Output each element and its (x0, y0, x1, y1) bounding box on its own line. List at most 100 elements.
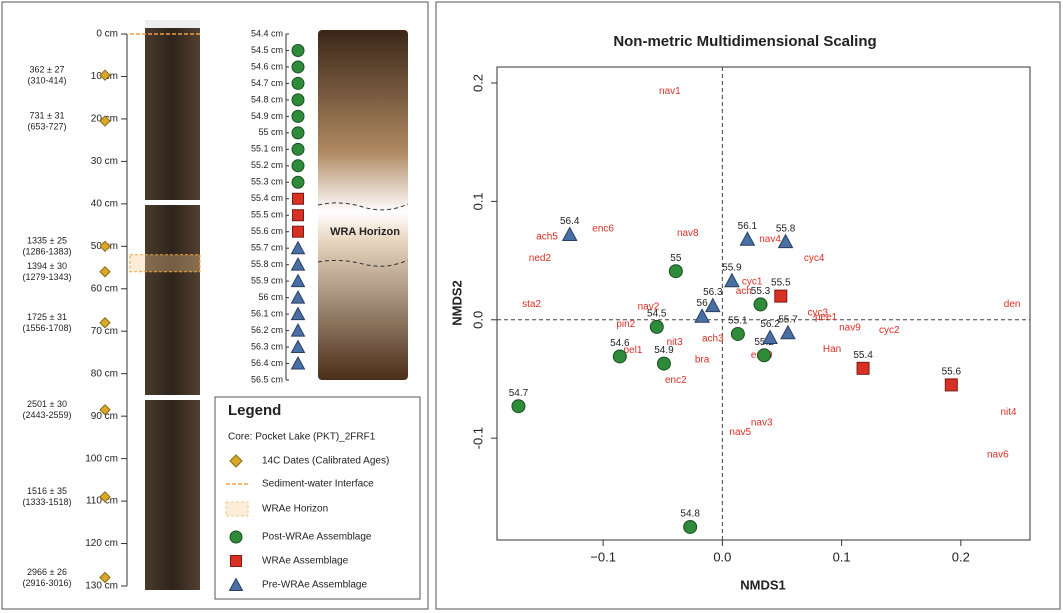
y-tick-label: 0.2 (470, 74, 485, 92)
point (945, 379, 957, 391)
point-label: 54.8 (680, 509, 700, 520)
sample-marker (293, 193, 304, 204)
sample-label: 54.9 cm (251, 111, 283, 121)
species-label: nav3 (751, 417, 773, 428)
x-tick-label: 0.2 (952, 549, 970, 564)
sample-marker (292, 77, 304, 89)
species-label: ach3 (702, 333, 724, 344)
sample-label: 55.1 cm (251, 144, 283, 154)
legend-symbol (231, 556, 242, 567)
point-label: 55 (670, 253, 682, 264)
depth-tick-label: 0 cm (96, 29, 118, 40)
date-range: (1286-1383) (22, 247, 71, 257)
point (669, 265, 682, 278)
sample-marker (292, 110, 304, 122)
sample-label: 55 cm (258, 127, 283, 137)
date-age: 2966 ± 26 (27, 567, 67, 577)
point-label: 56.3 (703, 287, 723, 298)
depth-tick-label: 80 cm (91, 368, 118, 379)
core-tube (145, 20, 200, 28)
point-label: 54.5 (647, 309, 667, 320)
legend-title: Legend (228, 402, 281, 419)
point-label: 55.6 (942, 367, 962, 378)
point (650, 320, 663, 333)
figure: WRA Horizon Legend Core: Pocket Lake (PK… (0, 0, 1063, 613)
point-label: 54.9 (654, 345, 674, 356)
legend-symbol (226, 502, 248, 516)
date-age: 731 ± 31 (30, 110, 65, 120)
sample-label: 54.4 cm (251, 28, 283, 38)
sample-label: 56.3 cm (251, 341, 283, 351)
date-range: (1333-1518) (22, 497, 71, 507)
sample-label: 54.5 cm (251, 45, 283, 55)
date-age: 1335 ± 25 (27, 236, 67, 246)
legend-box (215, 397, 420, 599)
page: {"core": { "depth_lim": [0, 130], "depth… (0, 0, 1063, 613)
species-label: ach5 (536, 232, 558, 243)
date-range: (1556-1708) (22, 323, 71, 333)
date-range: (1279-1343) (22, 272, 71, 282)
species-label: nav5 (729, 427, 751, 438)
depth-tick-label: 30 cm (91, 156, 118, 167)
x-tick-label: 0.1 (833, 549, 851, 564)
legend-core: Core: Pocket Lake (PKT)_2FRF1 (228, 432, 376, 443)
wra-illustration (318, 30, 408, 380)
sample-label: 54.7 cm (251, 78, 283, 88)
date-range: (2916-3016) (22, 578, 71, 588)
sample-marker (292, 94, 304, 106)
sample-label: 55.2 cm (251, 160, 283, 170)
sample-label: 56.5 cm (251, 374, 283, 384)
wrae-horizon (130, 255, 200, 272)
y-tick-label: -0.1 (470, 427, 485, 449)
date-age: 1725 ± 31 (27, 312, 67, 322)
sample-marker (292, 61, 304, 73)
depth-tick-label: 60 cm (91, 283, 118, 294)
legend-label: Post-WRAe Assemblage (262, 532, 372, 543)
sample-label: 55.5 cm (251, 210, 283, 220)
species-label: nav8 (677, 228, 699, 239)
x-tick-label: −0.1 (590, 549, 616, 564)
point (684, 520, 697, 533)
species-label: nav9 (839, 323, 861, 334)
point (857, 362, 869, 374)
point-label: 55.3 (751, 286, 771, 297)
species-label: ned2 (529, 253, 552, 264)
y-axis-title: NMDS2 (449, 280, 464, 326)
horizon-label: WRA Horizon (330, 226, 400, 238)
point-label: 56 (697, 298, 709, 309)
sample-label: 56.1 cm (251, 308, 283, 318)
point-label: 55.5 (771, 278, 791, 289)
point-label: 55.7 (778, 314, 798, 325)
sample-label: 55.7 cm (251, 243, 283, 253)
date-age: 1394 ± 30 (27, 261, 67, 271)
sample-marker (292, 44, 304, 56)
species-label: Han (823, 344, 841, 355)
species-label: sta2 (522, 299, 541, 310)
sample-label: 55.9 cm (251, 276, 283, 286)
sample-marker (292, 127, 304, 139)
point (657, 357, 670, 370)
core-section (145, 28, 200, 200)
date-age: 2501 ± 30 (27, 399, 67, 409)
sample-marker (292, 143, 304, 155)
legend-label: Sediment-water Interface (262, 479, 374, 490)
point (758, 349, 771, 362)
point (731, 327, 744, 340)
point-label: 54.6 (610, 338, 630, 349)
point-label: 56.4 (560, 216, 580, 227)
point (613, 350, 626, 363)
date-range: (310-414) (27, 76, 66, 86)
species-label: pin2 (616, 319, 635, 330)
legend-label: WRAe Assemblage (262, 556, 349, 567)
x-axis-title: NMDS1 (740, 577, 786, 592)
point-label: 55.4 (853, 350, 873, 361)
point-label: 56.1 (738, 221, 758, 232)
sample-label: 56.4 cm (251, 358, 283, 368)
depth-tick-label: 130 cm (85, 581, 118, 592)
point (754, 298, 767, 311)
depth-tick-label: 40 cm (91, 198, 118, 209)
y-tick-label: 0.0 (470, 311, 485, 329)
sample-marker (292, 160, 304, 172)
date-range: (2443-2559) (22, 410, 71, 420)
sample-label: 55.3 cm (251, 177, 283, 187)
